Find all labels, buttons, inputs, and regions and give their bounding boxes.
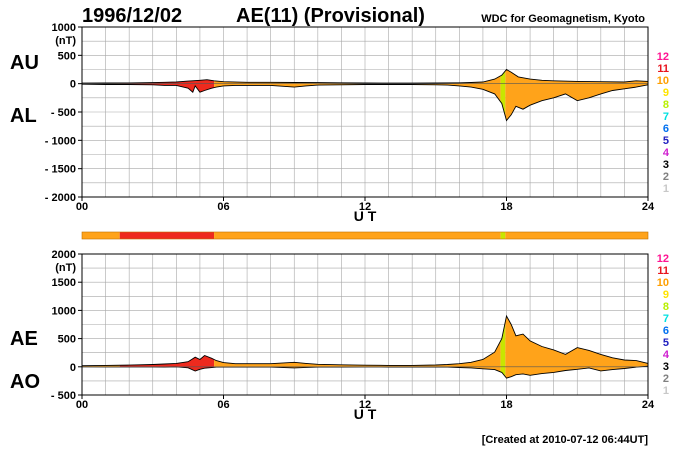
station-legend-item: 2 bbox=[663, 171, 669, 183]
station-legend-item: 4 bbox=[663, 147, 670, 159]
side-label-ao: AO bbox=[10, 371, 40, 393]
x-tick-label: 12 bbox=[359, 201, 371, 213]
station-legend-item: 1 bbox=[663, 183, 669, 195]
y-tick-label: - 1500 bbox=[45, 164, 76, 176]
x-tick-label: 18 bbox=[500, 399, 512, 411]
x-axis-label: U T bbox=[354, 406, 377, 422]
y-tick-label: - 2000 bbox=[45, 192, 76, 204]
station-bar-segment bbox=[82, 232, 120, 239]
y-tick-label: 0 bbox=[70, 79, 76, 91]
x-tick-label: 06 bbox=[217, 201, 229, 213]
station-legend-item: 8 bbox=[663, 99, 669, 111]
y-tick-label: - 1000 bbox=[45, 135, 76, 147]
y-unit-label: (nT) bbox=[55, 262, 76, 274]
x-tick-label: 24 bbox=[642, 201, 655, 213]
x-tick-label: 00 bbox=[76, 201, 88, 213]
station-count-bar bbox=[81, 231, 649, 240]
created-timestamp: [Created at 2010-07-12 06:44UT] bbox=[482, 434, 649, 446]
x-tick-label: 00 bbox=[76, 399, 88, 411]
station-legend-item: 7 bbox=[663, 111, 669, 123]
station-legend-item: 3 bbox=[663, 361, 669, 373]
station-bar-segment bbox=[214, 232, 501, 239]
station-legend-item: 4 bbox=[663, 349, 670, 361]
side-label-ae: AE bbox=[10, 328, 38, 350]
chart-title: AE(11) (Provisional) bbox=[236, 5, 425, 27]
y-tick-label: 500 bbox=[58, 334, 76, 346]
date-label: 1996/12/02 bbox=[82, 5, 182, 27]
station-legend-item: 12 bbox=[657, 51, 669, 63]
y-tick-label: 0 bbox=[70, 362, 76, 374]
station-legend-item: 3 bbox=[663, 159, 669, 171]
station-legend-item: 1 bbox=[663, 385, 669, 397]
side-label-al: AL bbox=[10, 105, 37, 127]
station-legend-item: 9 bbox=[663, 289, 669, 301]
station-legend-item: 7 bbox=[663, 313, 669, 325]
area-fill-segment bbox=[500, 316, 506, 379]
station-legend-item: 11 bbox=[657, 265, 669, 277]
y-tick-label: 1500 bbox=[52, 277, 76, 289]
series-al-line bbox=[81, 83, 649, 122]
x-tick-label: 18 bbox=[500, 201, 512, 213]
x-axis-label: U T bbox=[354, 208, 377, 224]
y-tick-label: 1000 bbox=[52, 305, 76, 317]
side-label-au: AU bbox=[10, 52, 39, 74]
station-bar-frame bbox=[81, 231, 649, 240]
station-legend-item: 6 bbox=[663, 123, 669, 135]
station-legend-item: 2 bbox=[663, 373, 669, 385]
y-tick-label: - 500 bbox=[51, 390, 76, 402]
x-tick-label: 12 bbox=[359, 399, 371, 411]
station-legend-item: 5 bbox=[663, 135, 669, 147]
station-legend-item: 8 bbox=[663, 301, 669, 313]
station-legend-item: 6 bbox=[663, 325, 669, 337]
station-legend-item: 9 bbox=[663, 87, 669, 99]
y-tick-label: - 500 bbox=[51, 107, 76, 119]
station-legend-item: 12 bbox=[657, 253, 669, 265]
station-bar-segment bbox=[505, 232, 648, 239]
source-label: WDC for Geomagnetism, Kyoto bbox=[481, 13, 645, 25]
station-bar-segment bbox=[500, 232, 506, 239]
station-legend-item: 10 bbox=[657, 277, 669, 289]
station-bar-segment bbox=[119, 232, 215, 239]
x-tick-label: 24 bbox=[642, 399, 655, 411]
x-tick-label: 06 bbox=[217, 399, 229, 411]
series-ae-line bbox=[81, 314, 649, 367]
au-al-panel: 1000 500 0 - 500 - 1000 - 1500 - 2000 (nT) 00 06 1… bbox=[10, 22, 670, 224]
series-au-line bbox=[81, 68, 649, 84]
y-unit-label: (nT) bbox=[55, 35, 76, 47]
station-legend-item: 5 bbox=[663, 337, 669, 349]
station-legend-item: 10 bbox=[657, 75, 669, 87]
area-fill-segment bbox=[500, 69, 506, 121]
y-tick-label: 2000 bbox=[52, 249, 76, 261]
station-legend-item: 11 bbox=[657, 63, 669, 75]
y-tick-label: 1000 bbox=[52, 22, 76, 34]
y-tick-label: 500 bbox=[58, 50, 76, 62]
